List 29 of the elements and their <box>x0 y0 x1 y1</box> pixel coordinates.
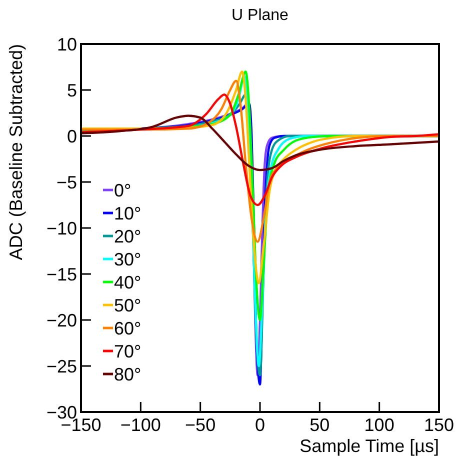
x-tick-label: −50 <box>185 415 216 435</box>
legend-label: 50° <box>114 295 142 316</box>
y-tick-label: −10 <box>46 218 77 238</box>
y-tick-label: −15 <box>46 264 77 284</box>
x-tick-label: −100 <box>120 415 161 435</box>
y-axis-title: ADC (Baseline Subtracted) <box>6 44 26 260</box>
y-tick-label: −5 <box>56 172 77 192</box>
x-tick-label: 150 <box>424 415 454 435</box>
legend-label: 80° <box>114 364 142 384</box>
line-series <box>81 94 439 206</box>
legend-label: 20° <box>114 226 142 246</box>
chart-title: U Plane <box>232 7 289 24</box>
legend-label: 70° <box>114 341 142 362</box>
legend-label: 40° <box>114 272 142 292</box>
y-tick-label: 0 <box>66 126 77 146</box>
x-tick-label: 50 <box>310 415 330 435</box>
x-tick-label: 0 <box>254 415 266 435</box>
x-tick-label: 100 <box>364 415 394 435</box>
y-tick-label: 5 <box>66 80 77 100</box>
legend-label: 60° <box>114 318 142 338</box>
line-series <box>81 80 439 243</box>
y-tick-label: 10 <box>56 34 77 54</box>
legend-label: 10° <box>114 203 142 224</box>
x-axis-title: Sample Time [µs] <box>300 436 439 456</box>
legend-label: 30° <box>114 249 142 270</box>
y-tick-label: −20 <box>46 310 77 330</box>
legend-label: 0° <box>114 180 132 200</box>
y-tick-label: −25 <box>46 356 77 376</box>
line-series <box>81 114 439 172</box>
